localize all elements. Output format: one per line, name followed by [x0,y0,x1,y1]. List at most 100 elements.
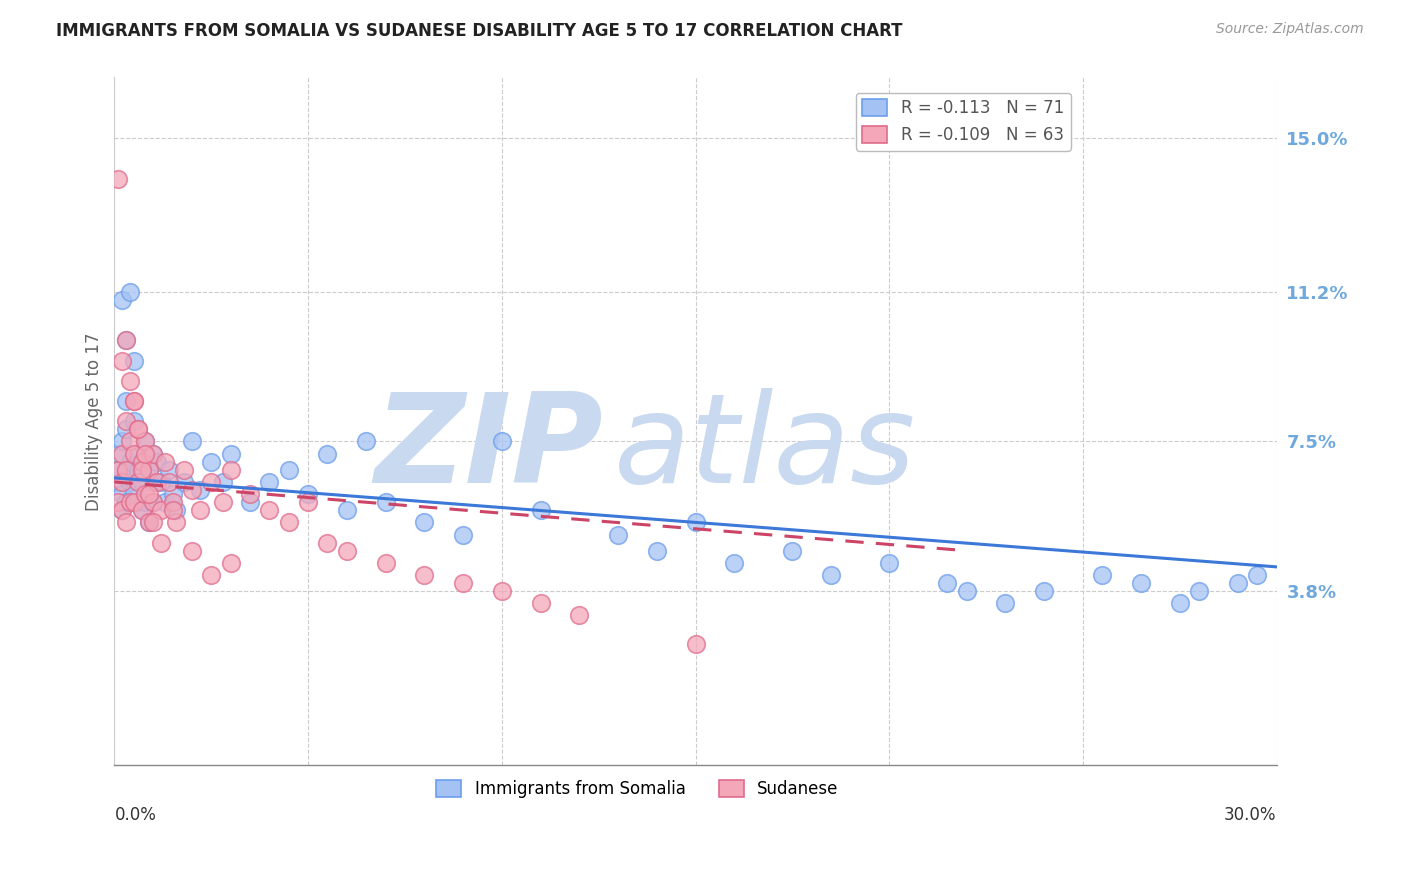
Point [118,455,141,469]
Point [115,422,138,436]
Point [134,487,156,501]
Point [239,495,262,509]
Point [107,475,129,489]
Text: 0.0%: 0.0% [114,805,156,823]
Point [173,463,195,477]
Point [451,576,474,591]
Point [118,495,141,509]
Point [180,434,202,449]
Point [200,475,222,489]
Point [107,447,129,461]
Text: ZIP: ZIP [374,388,603,509]
Y-axis label: Disability Age 5 to 17: Disability Age 5 to 17 [86,332,103,510]
Point [316,447,339,461]
Point [820,568,842,582]
Point [118,475,141,489]
Point [165,516,187,530]
Point [122,394,145,409]
Point [131,503,153,517]
Point [200,455,222,469]
Point [212,475,235,489]
Point [297,495,319,509]
Point [239,487,262,501]
Point [111,503,134,517]
Point [316,535,339,549]
Text: atlas: atlas [614,388,917,509]
Legend: Immigrants from Somalia, Sudanese: Immigrants from Somalia, Sudanese [430,773,845,805]
Point [200,568,222,582]
Point [142,495,165,509]
Point [157,463,180,477]
Point [180,483,202,497]
Point [297,487,319,501]
Point [138,516,160,530]
Point [111,434,134,449]
Point [149,535,172,549]
Point [127,463,149,477]
Point [142,495,165,509]
Point [153,495,176,509]
Point [685,637,707,651]
Point [153,455,176,469]
Point [134,434,156,449]
Point [107,463,129,477]
Point [127,447,149,461]
Point [1246,568,1268,582]
Text: 30.0%: 30.0% [1225,805,1277,823]
Point [162,495,184,509]
Point [138,516,160,530]
Point [115,463,138,477]
Point [111,293,134,307]
Point [122,394,145,409]
Point [111,487,134,501]
Point [111,503,134,517]
Point [122,447,145,461]
Point [122,495,145,509]
Point [127,475,149,489]
Point [336,503,359,517]
Point [877,556,900,570]
Point [127,495,149,509]
Text: IMMIGRANTS FROM SOMALIA VS SUDANESE DISABILITY AGE 5 TO 17 CORRELATION CHART: IMMIGRANTS FROM SOMALIA VS SUDANESE DISA… [56,22,903,40]
Point [1226,576,1249,591]
Point [782,543,804,558]
Point [354,434,377,449]
Point [1168,596,1191,610]
Point [142,447,165,461]
Point [131,463,153,477]
Point [134,447,156,461]
Point [219,463,242,477]
Point [568,608,591,623]
Point [212,495,235,509]
Point [115,334,138,348]
Point [115,495,138,509]
Point [115,334,138,348]
Point [107,463,129,477]
Point [491,584,513,599]
Text: Source: ZipAtlas.com: Source: ZipAtlas.com [1216,22,1364,37]
Point [142,475,165,489]
Point [122,483,145,497]
Point [142,447,165,461]
Point [131,475,153,489]
Point [146,455,169,469]
Point [127,422,149,436]
Point [277,463,299,477]
Point [149,475,172,489]
Point [118,285,141,299]
Point [134,495,156,509]
Point [107,495,129,509]
Point [413,516,436,530]
Point [1091,568,1114,582]
Point [1033,584,1056,599]
Point [219,447,242,461]
Point [111,447,134,461]
Point [259,503,281,517]
Point [529,596,551,610]
Point [645,543,668,558]
Point [111,353,134,368]
Point [180,543,202,558]
Point [1130,576,1153,591]
Point [259,475,281,489]
Point [165,503,187,517]
